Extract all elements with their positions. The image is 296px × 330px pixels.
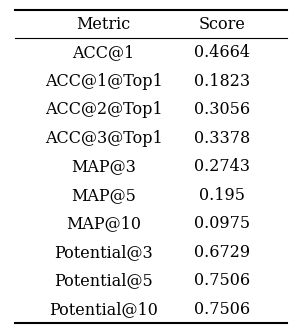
Text: 0.6729: 0.6729 (194, 244, 250, 261)
Text: 0.195: 0.195 (199, 187, 245, 204)
Text: ACC@2@Top1: ACC@2@Top1 (45, 101, 163, 118)
Text: ACC@1: ACC@1 (73, 44, 135, 61)
Text: Score: Score (199, 16, 245, 33)
Text: MAP@10: MAP@10 (66, 215, 141, 232)
Text: 0.3378: 0.3378 (194, 130, 250, 147)
Text: Potential@10: Potential@10 (49, 301, 158, 318)
Text: 0.7506: 0.7506 (194, 272, 250, 289)
Text: 0.3056: 0.3056 (194, 101, 250, 118)
Text: 0.0975: 0.0975 (194, 215, 250, 232)
Text: 0.1823: 0.1823 (194, 73, 250, 90)
Text: MAP@3: MAP@3 (71, 158, 136, 175)
Text: Metric: Metric (76, 16, 131, 33)
Text: Potential@3: Potential@3 (54, 244, 153, 261)
Text: ACC@3@Top1: ACC@3@Top1 (45, 130, 163, 147)
Text: 0.7506: 0.7506 (194, 301, 250, 318)
Text: 0.4664: 0.4664 (194, 44, 250, 61)
Text: 0.2743: 0.2743 (194, 158, 250, 175)
Text: Potential@5: Potential@5 (54, 272, 153, 289)
Text: MAP@5: MAP@5 (71, 187, 136, 204)
Text: ACC@1@Top1: ACC@1@Top1 (45, 73, 163, 90)
